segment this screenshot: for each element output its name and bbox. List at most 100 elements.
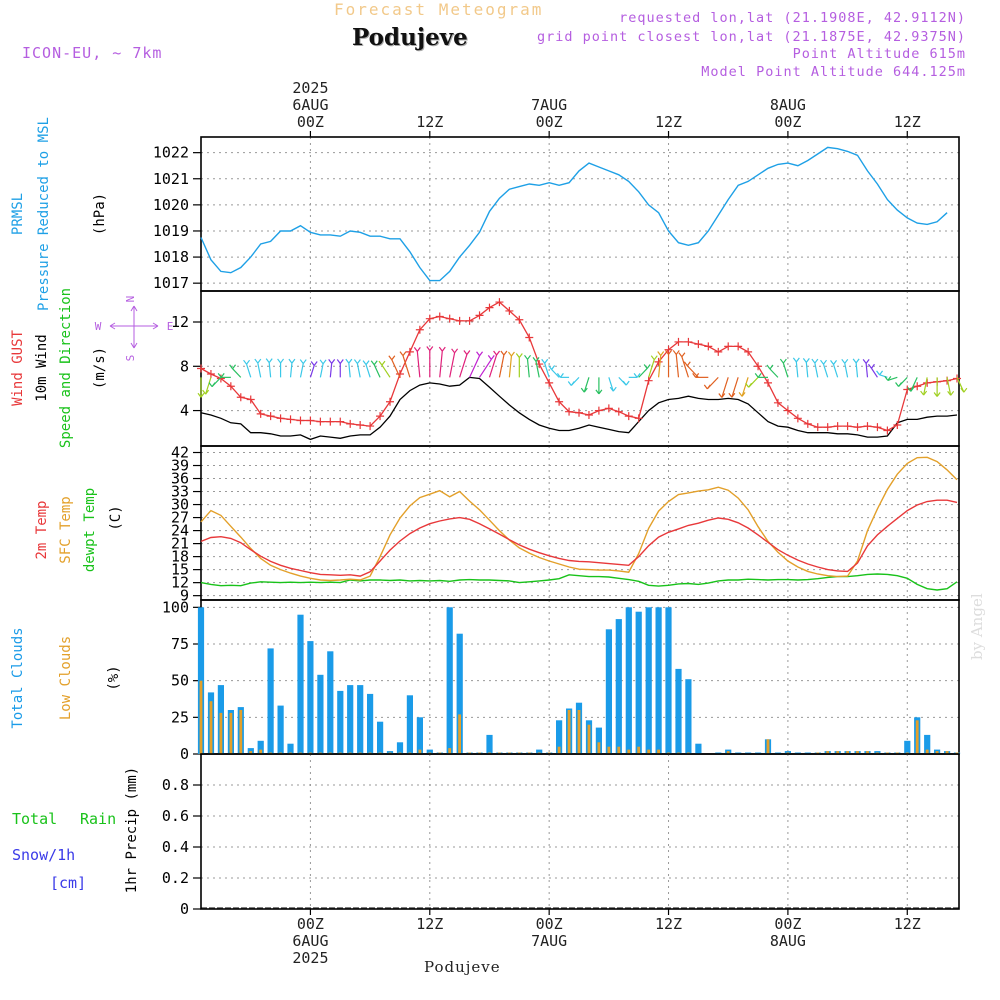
gust-marker	[356, 420, 365, 429]
gust-marker	[445, 314, 454, 323]
wind-barb-head	[754, 372, 762, 378]
wind-barb-head	[672, 350, 680, 355]
time-label-top: 8AUG	[770, 96, 806, 114]
low-cloud-bar	[249, 751, 253, 754]
wind-barb	[741, 377, 749, 397]
low-cloud-bar	[627, 749, 631, 754]
gust-marker	[853, 423, 862, 432]
wind-barb	[319, 363, 324, 378]
time-label-bottom: 2025	[292, 949, 328, 967]
compass-s: S	[124, 355, 137, 362]
y-tick-label: 0.2	[162, 869, 189, 887]
y-tick-label: 39	[171, 457, 189, 475]
wind-barb	[887, 376, 898, 381]
wind-barb-head	[399, 351, 407, 356]
wind-barb-head	[507, 351, 515, 357]
wind-barb	[769, 368, 779, 378]
wind-barb	[535, 361, 540, 378]
wind-barb	[675, 354, 680, 378]
low-cloud-bar	[209, 701, 213, 754]
gust-marker	[276, 414, 285, 423]
requested-coords: requested lon,lat (21.1908E, 42.9112N)	[619, 10, 966, 26]
gust-marker	[515, 315, 524, 324]
gust-marker	[226, 382, 235, 391]
wind-barb-head	[802, 358, 810, 363]
total-cloud-bar	[377, 721, 384, 754]
wind-barb-head	[336, 359, 344, 364]
wind-barb-head	[766, 364, 774, 370]
wind-barb	[551, 369, 560, 378]
wind-barb	[365, 364, 371, 378]
wind-barb-head	[960, 387, 968, 393]
low-cloud-bar	[836, 751, 840, 754]
model-label: ICON-EU, ~ 7km	[22, 44, 163, 62]
y-tick-label: 30	[171, 496, 189, 514]
gust-marker	[843, 422, 852, 431]
wind-barb-head	[633, 372, 641, 378]
gust-marker	[435, 312, 444, 321]
time-label-bottom: 12Z	[655, 915, 682, 933]
precip-snow-label: Snow/1h	[12, 846, 75, 864]
total-cloud-bar	[665, 607, 672, 754]
total-cloud-bar	[426, 749, 433, 754]
bottom-location-label: Podujeve	[424, 958, 501, 976]
gust-marker	[714, 347, 723, 356]
total-cloud-bar	[675, 668, 682, 754]
total-cloud-bar	[347, 685, 354, 754]
gust-marker	[415, 325, 424, 334]
wind-barb-head	[862, 359, 870, 364]
time-label-bottom: 12Z	[894, 915, 921, 933]
wind-barb	[348, 363, 351, 378]
wind-barb-head	[451, 348, 459, 354]
wind-barb-head	[299, 359, 307, 364]
wind-barb-head	[920, 390, 928, 396]
low-cloud-bar	[726, 751, 730, 754]
wind-barb-head	[413, 347, 421, 352]
wind-barb-head	[792, 357, 800, 363]
gust-marker	[644, 376, 653, 385]
total-clouds-label: Total Clouds	[10, 627, 26, 728]
low-cloud-bar	[567, 710, 571, 754]
wind-speed-direction-label: Speed and Direction	[58, 288, 74, 448]
precip-axis-label: 1hr Precip (mm)	[124, 767, 140, 893]
time-label-bottom: 8AUG	[770, 932, 806, 950]
total-cloud-bar	[645, 607, 652, 754]
y-tick-label: 1020	[153, 196, 189, 214]
wind-barb-head	[493, 350, 501, 356]
gust-marker	[833, 422, 842, 431]
time-label-top: 12Z	[655, 113, 682, 131]
compass-n: N	[124, 296, 137, 303]
wind-barb	[232, 368, 242, 378]
wind-barb	[681, 356, 689, 378]
compass-w: W	[95, 320, 102, 333]
wind-barb	[479, 359, 492, 378]
wind-barb-head	[556, 372, 564, 378]
total-cloud-bar	[456, 633, 463, 754]
wind-barb	[245, 364, 252, 378]
wind-barb	[289, 363, 293, 378]
wind-barb	[402, 355, 411, 378]
gust-marker	[326, 417, 335, 426]
gust-marker	[694, 340, 703, 349]
y-tick-label: 18	[171, 548, 189, 566]
wind-barb-head	[665, 349, 673, 355]
wind-barb-head	[229, 364, 237, 370]
wind-barb-head	[811, 358, 819, 364]
y-tick-label: 8	[180, 357, 189, 375]
y-tick-label: 12	[171, 313, 189, 331]
total-cloud-bar	[695, 743, 702, 754]
wind-barb	[508, 355, 513, 378]
low-cloud-bar	[259, 749, 263, 754]
gust-marker	[216, 374, 225, 383]
wind-barb-head	[779, 358, 787, 364]
gust-marker	[803, 419, 812, 428]
wind-barb-head	[202, 389, 210, 395]
wind-barb-head	[532, 357, 540, 362]
wind-barb-head	[867, 363, 875, 369]
total-cloud-bar	[267, 648, 274, 754]
wind-barb	[583, 377, 590, 393]
wind-barb-head	[353, 359, 361, 364]
y-tick-label: 1019	[153, 222, 189, 240]
time-label-top: 6AUG	[292, 96, 328, 114]
gust-marker	[286, 415, 295, 424]
